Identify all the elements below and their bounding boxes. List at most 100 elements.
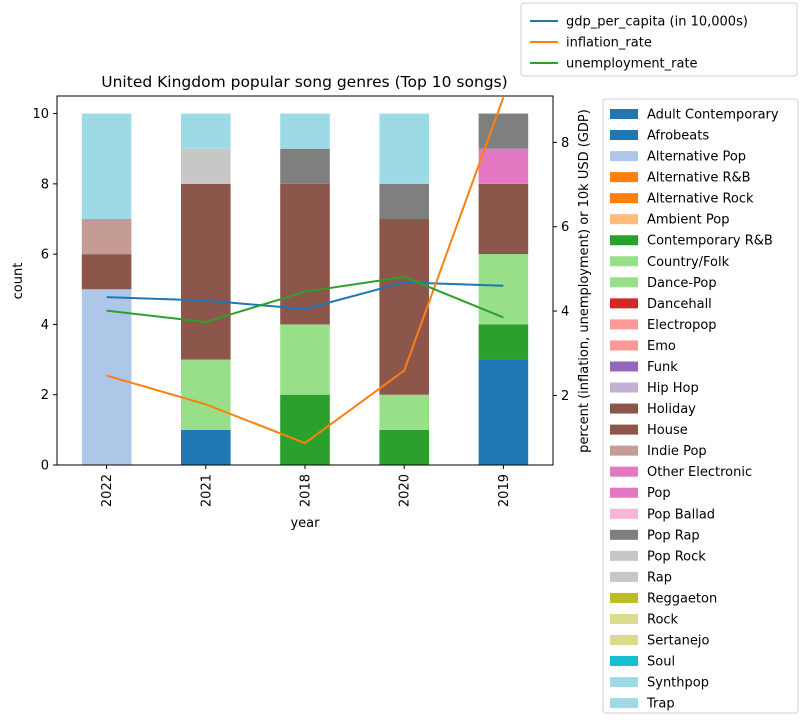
bar-segment	[280, 183, 330, 325]
y-tick-label: 2	[41, 388, 49, 403]
legend-swatch	[610, 193, 638, 204]
genre-legend: Adult Contemporary Afrobeats Alternative P…	[602, 98, 799, 714]
legend-swatch	[610, 403, 638, 414]
bar-segment	[81, 219, 132, 255]
legend-swatch	[610, 382, 638, 393]
bar-segment	[379, 394, 429, 430]
bar-segment	[379, 113, 429, 184]
bar-layer	[81, 113, 529, 465]
bar-segment	[478, 254, 529, 325]
line-legend: gdp_per_capita (in 10,000s) inflation_rat…	[520, 2, 798, 77]
y-tick-label: 6	[41, 248, 49, 263]
legend-swatch	[610, 677, 638, 688]
y2-axis: 2 4 6 8	[553, 136, 569, 404]
bar-segment	[379, 429, 429, 465]
y-tick-label: 8	[41, 177, 49, 192]
legend-label: Country/Folk	[647, 255, 730, 270]
legend-label: Alternative Rock	[647, 192, 754, 207]
bar-segment	[379, 219, 429, 395]
bar-segment	[181, 113, 231, 149]
y2-tick-label: 2	[561, 389, 569, 404]
legend-label: Synthpop	[647, 676, 709, 691]
bar-segment	[280, 324, 330, 395]
legend-label: Pop Rap	[647, 528, 700, 543]
legend-label: Pop Ballad	[647, 507, 715, 522]
x-tick-label: 2018	[299, 474, 314, 507]
y2-tick-label: 6	[561, 220, 569, 235]
genre-legend-frame	[602, 98, 799, 714]
legend-swatch	[610, 340, 638, 351]
legend-label: Soul	[647, 655, 675, 670]
y-tick-label: 10	[32, 107, 49, 122]
legend-label: Holiday	[647, 402, 696, 417]
y-axis: 0 2 4 6 8 10	[32, 107, 57, 474]
legend-swatch	[610, 256, 638, 267]
legend-line-label: unemployment_rate	[566, 57, 698, 72]
y2-axis-label: percent (inflation, unemployment) or 10k…	[577, 109, 592, 453]
legend-label: Ambient Pop	[647, 213, 729, 228]
legend-swatch	[610, 466, 638, 477]
legend-swatch	[610, 698, 638, 709]
legend-swatch	[610, 529, 638, 540]
legend-label: Funk	[647, 360, 678, 375]
x-axis-label: year	[290, 516, 320, 531]
legend-label: Other Electronic	[647, 465, 752, 480]
x-tick-label: 2019	[497, 474, 512, 507]
legend-swatch	[610, 656, 638, 667]
y-tick-label: 0	[41, 459, 49, 474]
bar-segment	[181, 359, 231, 430]
legend-label: Afrobeats	[647, 129, 709, 144]
legend-label: Trap	[646, 697, 675, 712]
series-line	[106, 275, 504, 324]
bar-segment	[181, 148, 231, 184]
legend-swatch	[610, 571, 638, 582]
x-tick-label: 2021	[199, 474, 214, 507]
legend-label: Dancehall	[647, 297, 712, 312]
bar-segment	[181, 429, 231, 465]
legend-swatch	[610, 277, 638, 288]
legend-label: Adult Contemporary	[647, 108, 779, 123]
bar-segment	[81, 254, 132, 290]
bar-segment	[478, 148, 529, 184]
series-line	[106, 281, 504, 310]
legend-swatch	[610, 298, 638, 309]
legend-swatch	[610, 214, 638, 225]
legend-swatch	[610, 445, 638, 456]
y-tick-label: 4	[41, 318, 49, 333]
legend-swatch	[610, 172, 638, 183]
bar-segment	[478, 324, 529, 360]
legend-swatch	[610, 508, 638, 519]
legend-swatch	[610, 109, 638, 119]
x-axis: 2022 2021 2018 2020 2019	[100, 465, 512, 507]
legend-swatch	[610, 424, 638, 435]
legend-label: Alternative R&B	[647, 171, 751, 186]
legend-swatch	[610, 235, 638, 246]
legend-line-label: gdp_per_capita (in 10,000s)	[566, 15, 748, 30]
y-axis-label: count	[11, 263, 26, 300]
legend-label: Pop	[647, 486, 671, 501]
legend-label: Dance-Pop	[647, 276, 717, 291]
bar-segment	[478, 359, 529, 465]
bar-segment	[181, 183, 231, 360]
line-legend-frame	[520, 2, 798, 77]
line-layer	[106, 96, 505, 445]
series-line	[106, 96, 505, 445]
legend-swatch	[610, 550, 638, 561]
legend-label: Reggaeton	[647, 591, 717, 606]
legend-label: Indie Pop	[647, 444, 707, 459]
legend-label: Alternative Pop	[647, 150, 746, 165]
y2-tick-label: 8	[561, 136, 569, 151]
legend-swatch	[610, 361, 638, 372]
legend-label: Pop Rock	[647, 549, 706, 564]
legend-swatch	[610, 130, 638, 141]
bar-segment	[81, 113, 132, 219]
legend-label: Contemporary R&B	[647, 234, 773, 249]
legend-label: House	[647, 423, 688, 438]
legend-label: Sertanejo	[647, 634, 710, 649]
x-tick-label: 2022	[100, 474, 115, 507]
legend-label: Electropop	[647, 318, 717, 333]
legend-swatch	[610, 319, 638, 330]
legend-swatch	[610, 635, 638, 645]
legend-swatch	[610, 613, 638, 624]
